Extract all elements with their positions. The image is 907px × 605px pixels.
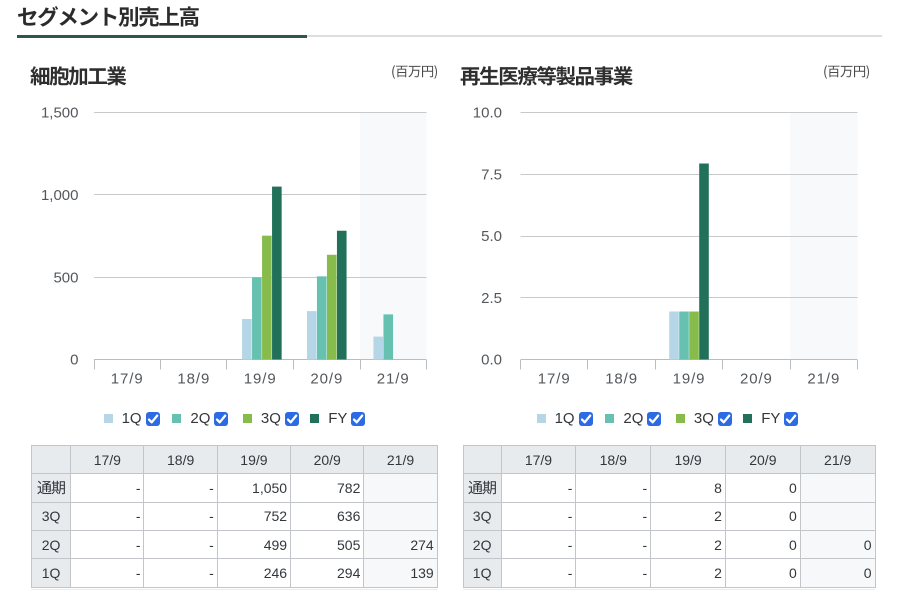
svg-text:10.0: 10.0 (473, 105, 502, 122)
svg-text:20/9: 20/9 (310, 370, 343, 387)
svg-text:1,500: 1,500 (41, 105, 79, 122)
svg-text:18/9: 18/9 (177, 370, 210, 387)
svg-text:19/9: 19/9 (673, 370, 706, 387)
svg-text:0: 0 (70, 352, 78, 369)
svg-text:21/9: 21/9 (377, 370, 410, 387)
svg-text:7.5: 7.5 (481, 166, 502, 183)
svg-text:2.5: 2.5 (481, 290, 502, 307)
svg-text:20/9: 20/9 (740, 370, 773, 387)
svg-text:18/9: 18/9 (605, 370, 638, 387)
svg-text:17/9: 17/9 (111, 370, 144, 387)
svg-text:500: 500 (53, 269, 78, 286)
svg-text:1,000: 1,000 (41, 187, 79, 204)
svg-text:0.0: 0.0 (481, 352, 502, 369)
svg-text:17/9: 17/9 (538, 370, 571, 387)
svg-text:21/9: 21/9 (807, 370, 840, 387)
svg-text:19/9: 19/9 (244, 370, 277, 387)
svg-text:5.0: 5.0 (481, 228, 502, 245)
